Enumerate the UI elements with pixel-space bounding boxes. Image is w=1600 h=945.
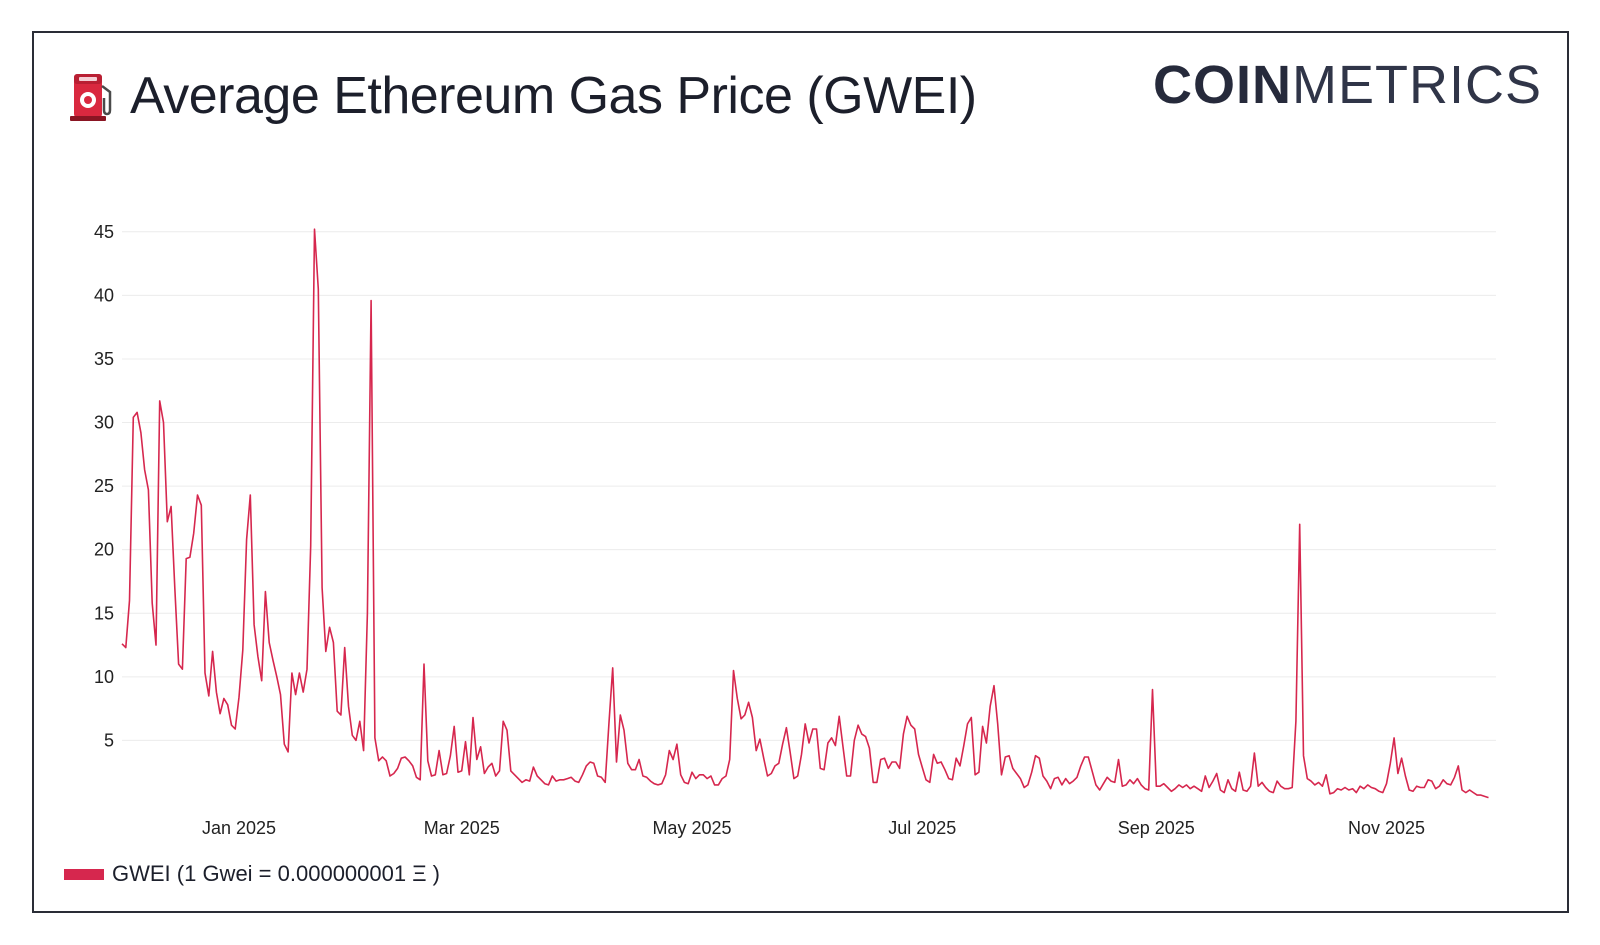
chart-frame <box>32 31 1569 913</box>
coinmetrics-logo: COINMETRICS <box>1153 54 1542 116</box>
y-tick-label: 40 <box>94 285 114 305</box>
x-tick-label: Jul 2025 <box>888 818 956 838</box>
x-tick-label: Mar 2025 <box>424 818 500 838</box>
y-tick-label: 20 <box>94 540 114 560</box>
x-axis-ticks: Jan 2025 Mar 2025 May 2025 Jul 2025 Sep 2025… <box>202 818 1425 838</box>
x-tick-label: Jan 2025 <box>202 818 276 838</box>
series-group <box>121 228 1489 799</box>
y-tick-label: 25 <box>94 476 114 496</box>
legend: GWEI (1 Gwei = 0.000000001 Ξ ) <box>64 856 440 892</box>
y-tick-label: 30 <box>94 413 114 433</box>
chart-title: Average Ethereum Gas Price (GWEI) <box>130 67 977 125</box>
y-tick-label: 5 <box>104 730 114 750</box>
series-line <box>121 228 1489 799</box>
y-tick-label: 10 <box>94 667 114 687</box>
x-tick-label: Nov 2025 <box>1348 818 1425 838</box>
gas-pump-icon <box>70 74 112 121</box>
y-tick-label: 35 <box>94 349 114 369</box>
logo-bold: COIN <box>1153 55 1292 115</box>
legend-swatch <box>64 868 104 880</box>
title-row: Average Ethereum Gas Price (GWEI) <box>68 60 977 132</box>
y-axis-ticks: 5 10 15 20 25 30 35 40 45 <box>94 222 114 751</box>
x-tick-label: May 2025 <box>652 818 731 838</box>
logo-thin: METRICS <box>1292 55 1542 115</box>
x-tick-label: Sep 2025 <box>1118 818 1195 838</box>
legend-label: GWEI (1 Gwei = 0.000000001 Ξ ) <box>112 861 440 886</box>
y-tick-label: 45 <box>94 222 114 242</box>
grid-lines <box>122 231 1496 741</box>
y-tick-label: 15 <box>94 603 114 623</box>
